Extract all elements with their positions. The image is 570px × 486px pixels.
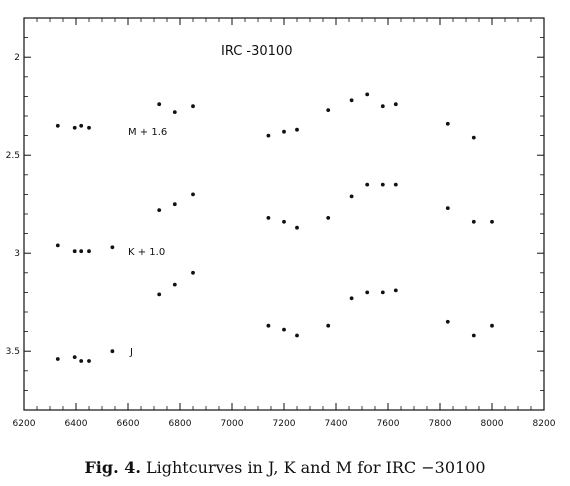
m-point [471, 135, 476, 140]
caption-label: Fig. 4. [84, 458, 141, 477]
j-point [326, 323, 331, 328]
y-tick-label: 3 [14, 249, 20, 259]
m-point [266, 133, 271, 138]
x-tick-label: 7800 [429, 419, 452, 429]
j-point [282, 327, 286, 332]
chart-title: IRC -30100 [221, 44, 292, 59]
k-point [365, 182, 370, 187]
x-tick-label: 6200 [13, 419, 36, 429]
k-point [349, 296, 354, 301]
k-point [380, 290, 385, 295]
m-point [445, 121, 450, 126]
m-point [55, 123, 60, 128]
j-point [87, 359, 91, 363]
k-point [445, 206, 450, 211]
axis-ticks [23, 17, 545, 411]
k-point [79, 249, 84, 254]
series-label-j: J [129, 347, 133, 358]
x-tick-label: 7400 [325, 419, 348, 429]
x-tick-label: 8200 [533, 419, 556, 429]
series-label-m: M + 1.6 [128, 127, 167, 138]
j-point [72, 355, 77, 359]
caption-text: Lightcurves in J, K and M for IRC −30100 [146, 458, 486, 477]
x-tick-label: 6600 [117, 419, 140, 429]
k-point [191, 192, 195, 197]
m-point [79, 123, 84, 128]
k-point [72, 249, 77, 254]
k-point [365, 290, 370, 295]
series-label-k: K + 1.0 [128, 247, 165, 258]
k-point [266, 216, 271, 220]
j-point [471, 333, 476, 338]
m-point [393, 102, 398, 107]
x-tick-label: 8000 [481, 419, 504, 429]
m-point [282, 129, 286, 134]
x-tick-label: 6800 [169, 419, 192, 429]
k-point [295, 225, 299, 230]
m-point [172, 110, 177, 114]
j-point [295, 333, 299, 338]
x-tick-label: 7000 [221, 419, 244, 429]
k-point [172, 202, 177, 207]
k-point [191, 270, 195, 275]
y-tick-label: 2.5 [6, 151, 20, 161]
x-tick-label: 7600 [377, 419, 400, 429]
x-tick-labels: 6200 6400 6600 6800 7000 7200 7400 7600 7800 8000… [13, 419, 556, 429]
k-point [490, 219, 494, 224]
y-tick-labels: 2 2.5 3 3.5 [6, 53, 20, 357]
k-point [282, 219, 286, 224]
m-point [326, 108, 331, 112]
k-point [326, 216, 331, 220]
m-point [87, 125, 91, 130]
m-point [380, 104, 385, 109]
plot-frame [23, 17, 545, 411]
k-point [393, 182, 398, 187]
k-point [172, 282, 177, 287]
m-point [72, 125, 77, 130]
j-point [445, 319, 450, 324]
m-point [157, 102, 162, 107]
k-point [471, 219, 476, 224]
k-point [110, 245, 115, 250]
k-point [380, 182, 385, 187]
j-point [110, 349, 115, 354]
figure-caption: Fig. 4. Lightcurves in J, K and M for IR… [0, 458, 570, 477]
y-tick-label: 2 [14, 53, 20, 63]
x-tick-label: 7200 [273, 419, 296, 429]
k-point [157, 208, 162, 213]
j-point [490, 323, 494, 328]
data-points [55, 92, 494, 363]
k-point [87, 249, 91, 254]
j-point [266, 323, 271, 328]
j-point [55, 357, 60, 361]
y-tick-label: 3.5 [6, 347, 20, 357]
k-point [393, 288, 398, 293]
x-tick-label: 6400 [65, 419, 88, 429]
k-point [55, 243, 60, 248]
lightcurve-chart: 6200 6400 6600 6800 7000 7200 7400 7600 7800 8000… [6, 17, 556, 429]
j-point [79, 359, 84, 363]
k-point [349, 194, 354, 199]
m-point [295, 127, 299, 132]
k-point [157, 292, 162, 297]
m-point [349, 98, 354, 103]
m-point [365, 92, 370, 97]
m-point [191, 104, 195, 109]
